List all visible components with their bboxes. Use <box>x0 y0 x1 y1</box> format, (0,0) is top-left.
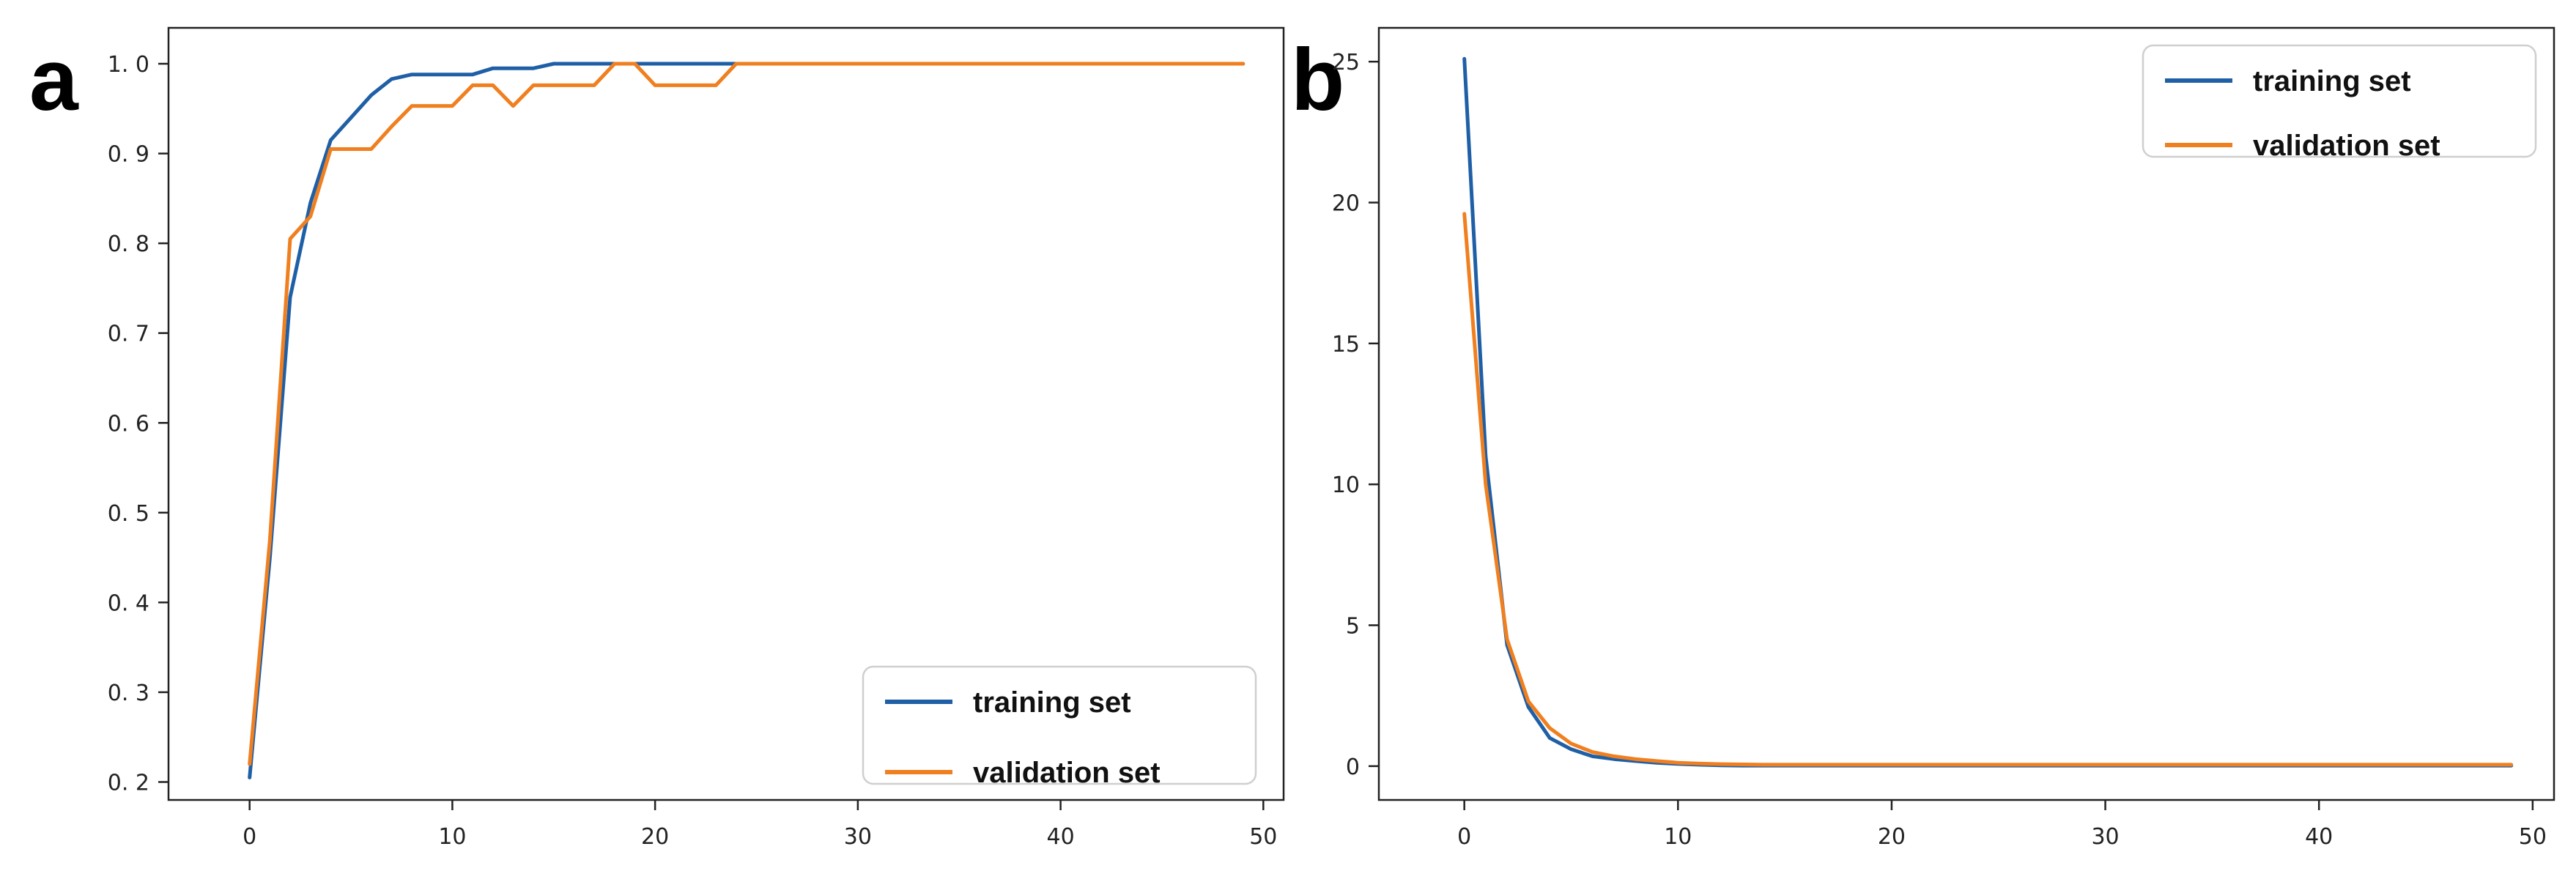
x-tick-label: 50 <box>2519 824 2547 850</box>
x-tick-label: 0 <box>1457 824 1471 850</box>
legend-label: validation set <box>973 757 1161 789</box>
legend-label: training set <box>2253 65 2411 97</box>
y-tick-label: 25 <box>1332 50 1360 75</box>
legend: training set validation set <box>862 665 1257 789</box>
legend-label: validation set <box>2253 130 2440 162</box>
chart-panel-b: b 0 10 20 30 40 50 0 5 10 15 20 25 training set valida… <box>1291 26 2555 850</box>
y-tick-label: 1. 0 <box>108 52 149 78</box>
series-line-training <box>1462 56 2514 768</box>
x-tick-label: 20 <box>1878 824 1906 850</box>
legend-label: training set <box>973 686 1131 719</box>
y-tick-label: 0. 5 <box>108 501 149 527</box>
panel-label: b <box>1291 31 1344 129</box>
x-tick-label: 30 <box>2091 824 2119 850</box>
y-tick-label: 15 <box>1332 332 1360 357</box>
y-tick-label: 0 <box>1346 755 1360 780</box>
y-tick-label: 0. 8 <box>108 231 149 257</box>
legend-box <box>2142 44 2537 158</box>
x-tick-label: 20 <box>641 824 669 850</box>
y-tick-label: 0. 7 <box>108 322 149 347</box>
chart-panel-a: a 0 10 20 30 40 50 0. 2 0. 3 0. 4 0. 5 0. 6 0. 7 0. 8… <box>29 26 1285 850</box>
y-tick-label: 5 <box>1346 614 1360 640</box>
x-tick-label: 40 <box>1047 824 1075 850</box>
legend-box <box>862 665 1257 785</box>
y-tick-label: 0. 3 <box>108 681 149 706</box>
y-tick-label: 0. 4 <box>108 590 149 616</box>
x-tick-label: 40 <box>2305 824 2333 850</box>
plot-frame <box>1377 26 2555 801</box>
x-tick-label: 10 <box>1664 824 1692 850</box>
x-tick-label: 30 <box>844 824 872 850</box>
y-tick-label: 20 <box>1332 190 1360 216</box>
x-tick-label: 0 <box>243 824 256 850</box>
y-tick-label: 0. 9 <box>108 142 149 168</box>
series-line-validation <box>248 62 1246 766</box>
plot-frame <box>167 26 1285 801</box>
y-tick-label: 10 <box>1332 472 1360 498</box>
y-tick-label: 0. 6 <box>108 411 149 437</box>
x-tick-label: 10 <box>438 824 466 850</box>
y-tick-label: 0. 2 <box>108 770 149 796</box>
x-tick-label: 50 <box>1249 824 1277 850</box>
series-line-validation <box>1462 212 2514 767</box>
legend: training set validation set <box>2142 44 2537 162</box>
panel-label: a <box>29 31 79 129</box>
